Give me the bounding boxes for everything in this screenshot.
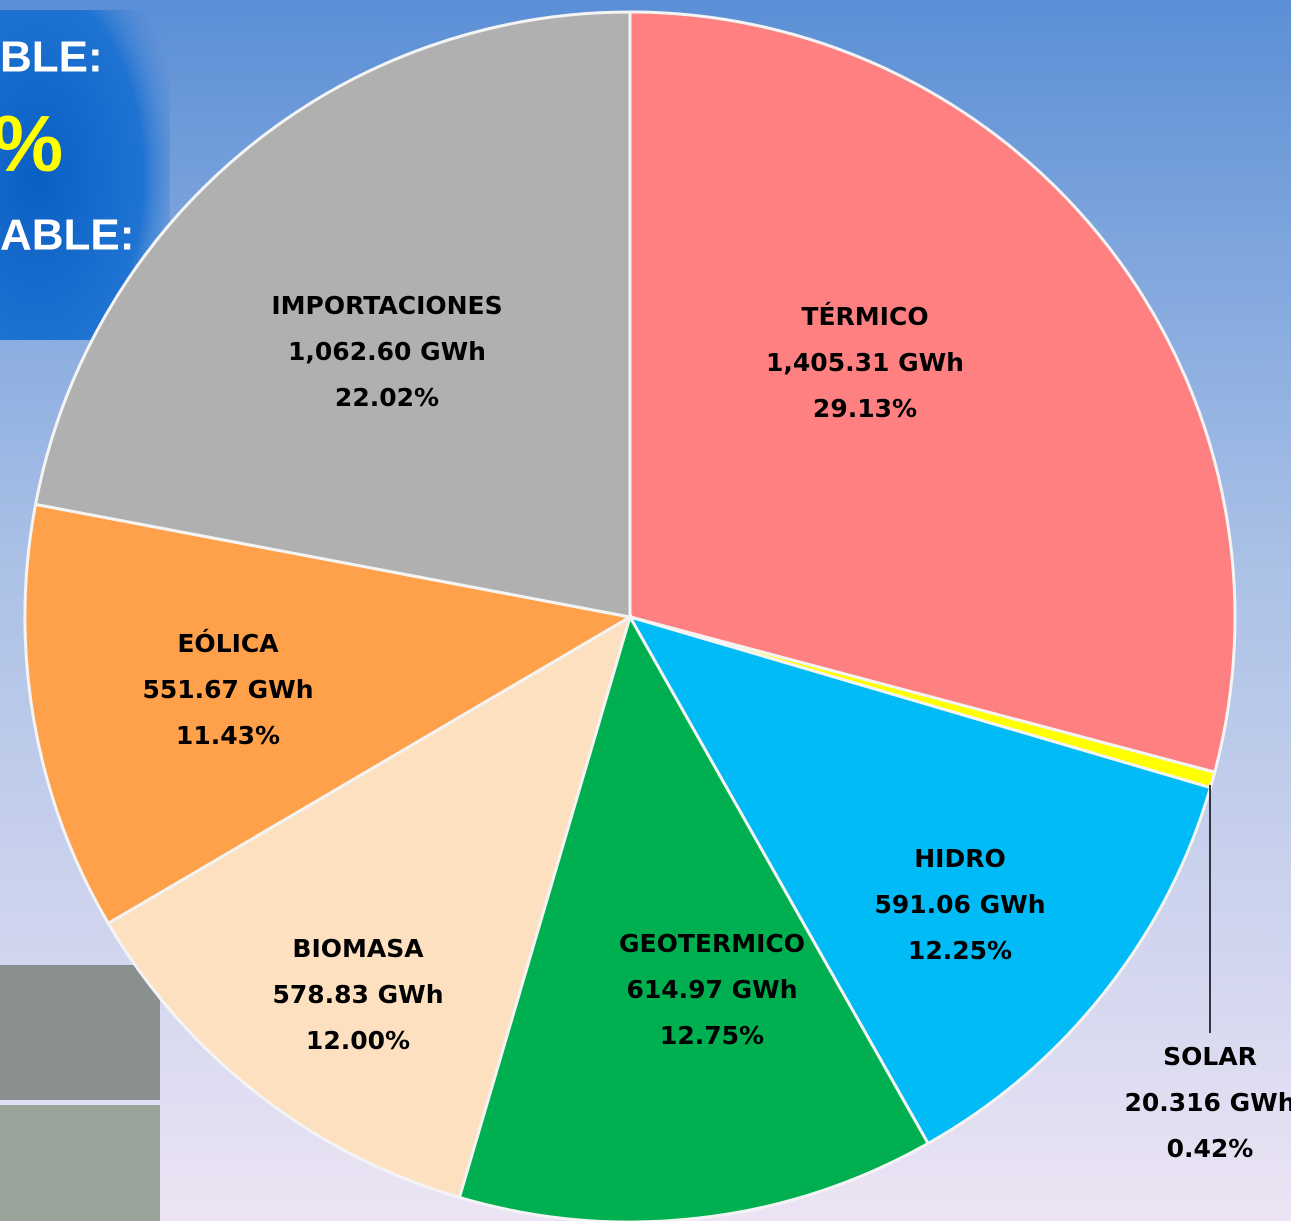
- energy-label: 591.06 GWh: [874, 890, 1045, 919]
- value-label: 12.00%: [306, 1026, 410, 1055]
- energy-label: 578.83 GWh: [272, 980, 443, 1009]
- overlay-text: ABLE:: [0, 211, 134, 260]
- overlay-text: BLE:: [0, 33, 103, 82]
- value-label: 12.25%: [908, 936, 1012, 965]
- photo: [0, 965, 160, 1100]
- slice-name: IMPORTACIONES: [271, 291, 502, 320]
- energy-label: 20.316 GWh: [1124, 1088, 1291, 1117]
- value-label: 0.42%: [1167, 1134, 1254, 1163]
- pie: [25, 12, 1235, 1221]
- slice-name: SOLAR: [1163, 1042, 1257, 1071]
- overlay-text: %: [0, 99, 63, 188]
- chart: TÉRMICO 1,405.31 GWh 29.13% SOLAR 20.316 GWh…: [0, 0, 1291, 1221]
- slice-name: BIOMASA: [292, 934, 424, 963]
- energy-label: 614.97 GWh: [626, 975, 797, 1004]
- energy-label: 1,405.31 GWh: [766, 348, 964, 377]
- energy-label: 1,062.60 GWh: [288, 337, 486, 366]
- photo: [0, 1105, 160, 1221]
- value-label: 29.13%: [813, 394, 917, 423]
- slice-name: TÉRMICO: [801, 302, 928, 331]
- value-label: 12.75%: [660, 1021, 764, 1050]
- value-label: 11.43%: [176, 721, 280, 750]
- slice-name: HIDRO: [914, 844, 1005, 873]
- slice-name: GEOTERMICO: [619, 929, 805, 958]
- page: {"chart_data": {"type": "pie", "categori…: [0, 0, 1291, 1221]
- energy-label: 551.67 GWh: [142, 675, 313, 704]
- slice-name: EÓLICA: [177, 628, 279, 658]
- value-label: 22.02%: [335, 383, 439, 412]
